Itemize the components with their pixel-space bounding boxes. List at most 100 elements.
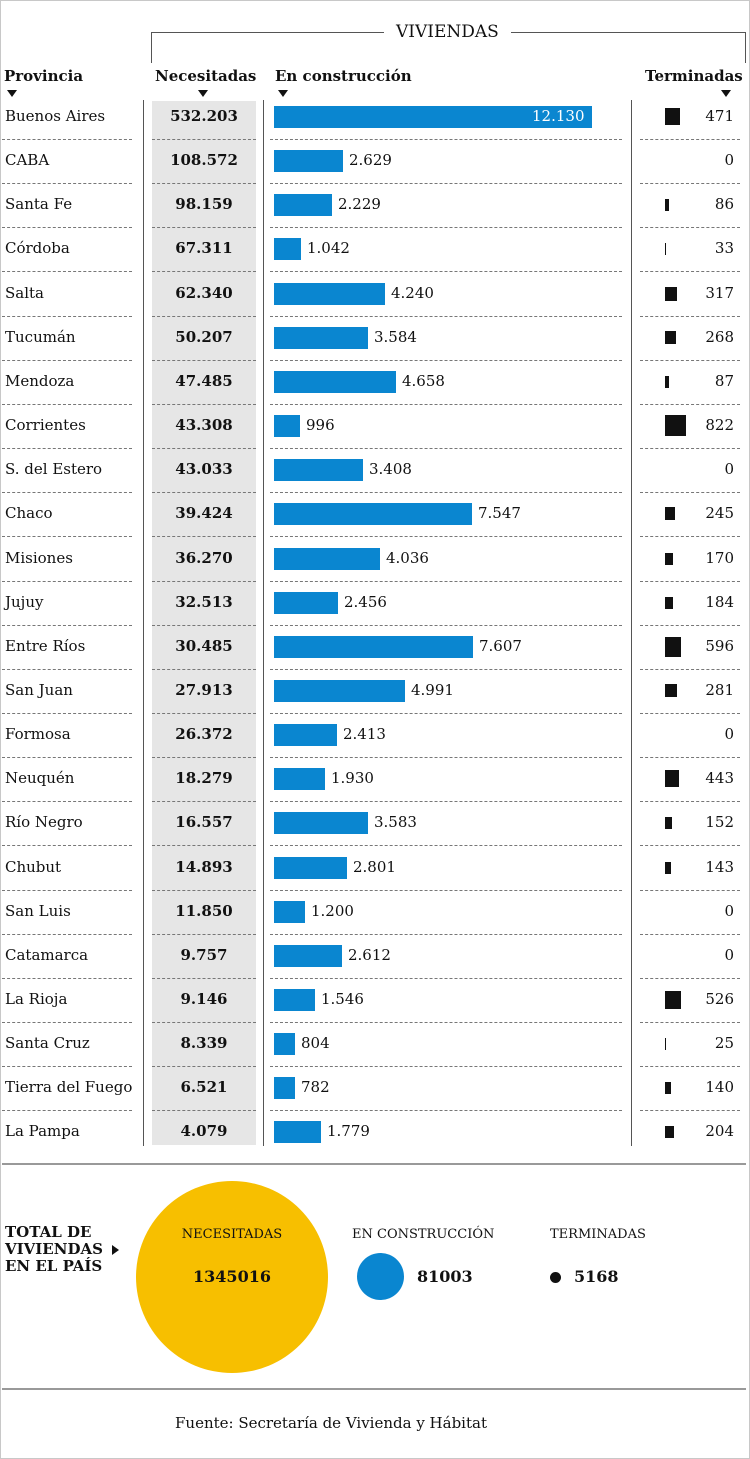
provincia-label: Jujuy — [5, 593, 44, 611]
construccion-bar — [274, 724, 337, 746]
construccion-value: 2.413 — [343, 725, 386, 743]
row-divider — [152, 139, 256, 140]
provincia-label: Chubut — [5, 858, 62, 876]
necesitadas-value: 8.339 — [180, 1034, 228, 1052]
row-divider — [2, 536, 132, 537]
construccion-value: 4.240 — [391, 284, 434, 302]
header-en-construccion-arrow — [278, 90, 288, 97]
row-divider — [152, 581, 256, 582]
row-divider — [270, 669, 622, 670]
terminadas-value: 245 — [705, 504, 734, 522]
construccion-value: 4.991 — [411, 681, 454, 699]
necesitadas-value: 108.572 — [170, 151, 238, 169]
row-divider — [2, 1022, 132, 1023]
terminadas-value: 140 — [705, 1078, 734, 1096]
header-provincia-arrow — [7, 90, 17, 97]
row-divider — [152, 845, 256, 846]
header-en-construccion: En construcción — [275, 67, 412, 85]
construccion-value: 2.229 — [338, 195, 381, 213]
row-divider — [2, 183, 132, 184]
construccion-value: 4.658 — [402, 372, 445, 390]
row-divider — [640, 1110, 740, 1111]
construccion-value: 7.547 — [478, 504, 521, 522]
row-divider — [270, 139, 622, 140]
necesitadas-value: 36.270 — [175, 549, 233, 567]
row-divider — [152, 1066, 256, 1067]
provincia-label: Buenos Aires — [5, 107, 106, 125]
necesitadas-value: 6.521 — [180, 1078, 228, 1096]
terminadas-bar — [665, 507, 675, 520]
construccion-total-value: 81003 — [417, 1267, 473, 1286]
terminadas-bar — [665, 817, 672, 829]
row-divider — [152, 713, 256, 714]
row-divider — [270, 934, 622, 935]
row-divider — [152, 1022, 256, 1023]
row-divider — [270, 757, 622, 758]
row-divider — [152, 625, 256, 626]
provincia-label: Tucumán — [5, 328, 76, 346]
terminadas-value: 0 — [724, 460, 734, 478]
construccion-value: 2.612 — [348, 946, 391, 964]
necesitadas-value: 27.913 — [175, 681, 233, 699]
row-divider — [270, 625, 622, 626]
construccion-value: 12.130 — [532, 107, 585, 125]
construccion-bar — [274, 150, 343, 172]
construccion-value: 2.456 — [344, 593, 387, 611]
row-divider — [2, 978, 132, 979]
terminadas-value: 204 — [705, 1122, 734, 1140]
necesitadas-column-bg — [152, 101, 256, 1145]
row-divider — [152, 757, 256, 758]
row-divider — [2, 713, 132, 714]
row-divider — [152, 669, 256, 670]
terminadas-bar — [665, 376, 669, 388]
necesitadas-value: 67.311 — [175, 239, 233, 257]
terminadas-value: 596 — [705, 637, 734, 655]
necesitadas-value: 43.033 — [175, 460, 233, 478]
terminadas-bar — [665, 770, 679, 787]
provincia-label: Santa Cruz — [5, 1034, 90, 1052]
column-divider-right — [631, 100, 632, 1146]
row-divider — [2, 801, 132, 802]
terminadas-value: 443 — [705, 769, 734, 787]
row-divider — [152, 183, 256, 184]
row-divider — [640, 669, 740, 670]
terminadas-bar — [665, 1126, 674, 1138]
row-divider — [270, 801, 622, 802]
row-divider — [640, 713, 740, 714]
row-divider — [152, 934, 256, 935]
row-divider — [270, 978, 622, 979]
terminadas-bar — [665, 553, 673, 565]
row-divider — [2, 227, 132, 228]
necesitadas-value: 9.757 — [180, 946, 228, 964]
footer-divider — [2, 1388, 746, 1390]
header-provincia: Provincia — [4, 67, 84, 85]
row-divider — [2, 669, 132, 670]
construccion-bar — [274, 901, 305, 923]
necesitadas-total-label: NECESITADAS — [181, 1227, 283, 1242]
header-necesitadas-arrow — [198, 90, 208, 97]
provincia-label: Corrientes — [5, 416, 86, 434]
row-divider — [152, 978, 256, 979]
terminadas-bar — [665, 684, 677, 697]
row-divider — [152, 271, 256, 272]
terminadas-total-label: TERMINADAS — [550, 1227, 646, 1242]
row-divider — [270, 845, 622, 846]
row-divider — [640, 360, 740, 361]
provincia-label: San Juan — [5, 681, 73, 699]
terminadas-value: 526 — [705, 990, 734, 1008]
construccion-bar — [274, 415, 300, 437]
totals-arrow-icon — [112, 1245, 119, 1255]
terminadas-bar — [665, 199, 669, 211]
terminadas-bar — [665, 287, 677, 301]
terminadas-value: 170 — [705, 549, 734, 567]
necesitadas-total-value: 1345016 — [193, 1267, 271, 1286]
row-divider — [270, 713, 622, 714]
necesitadas-value: 18.279 — [175, 769, 233, 787]
provincia-label: La Pampa — [5, 1122, 80, 1140]
construccion-bar — [274, 636, 473, 658]
row-divider — [152, 1110, 256, 1111]
construccion-bar — [274, 1033, 295, 1055]
row-divider — [152, 801, 256, 802]
necesitadas-value: 4.079 — [180, 1122, 228, 1140]
necesitadas-value: 532.203 — [170, 107, 238, 125]
